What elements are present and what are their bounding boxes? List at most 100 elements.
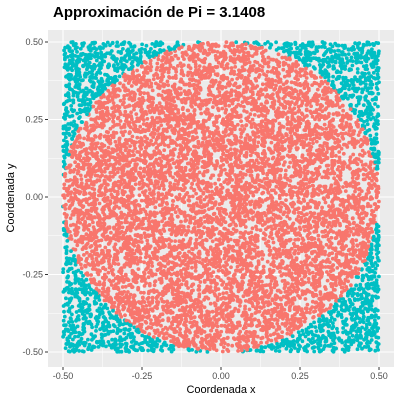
point-inside [302, 228, 307, 233]
point-inside [366, 223, 371, 228]
point-outside [296, 349, 300, 354]
point-outside [368, 109, 372, 113]
point-inside [269, 140, 274, 145]
point-inside [169, 272, 174, 277]
point-inside [210, 248, 215, 253]
point-inside [212, 292, 217, 296]
point-inside [227, 223, 232, 228]
point-inside [256, 161, 261, 165]
point-inside [280, 330, 285, 334]
point-inside [223, 220, 228, 225]
point-inside [65, 193, 70, 198]
point-inside [341, 136, 346, 141]
point-outside [86, 90, 91, 94]
point-inside [92, 187, 97, 192]
point-inside [230, 77, 235, 82]
point-inside [254, 158, 259, 163]
point-inside [253, 243, 257, 248]
point-inside [115, 108, 120, 113]
point-inside [230, 343, 235, 348]
point-outside [72, 254, 76, 258]
point-outside [90, 325, 94, 330]
point-inside [247, 330, 252, 334]
point-inside [299, 260, 304, 265]
point-inside [205, 107, 209, 112]
point-inside [214, 226, 219, 231]
point-inside [369, 226, 373, 231]
point-inside [152, 123, 157, 128]
point-outside [323, 343, 327, 348]
point-inside [171, 199, 176, 203]
point-inside [286, 91, 290, 96]
point-outside [343, 52, 347, 57]
point-outside [105, 40, 110, 45]
point-outside [377, 49, 381, 54]
point-inside [111, 119, 115, 124]
point-outside [304, 47, 308, 51]
point-inside [181, 105, 185, 110]
point-inside [260, 250, 264, 254]
point-inside [110, 195, 115, 200]
point-inside [223, 44, 228, 49]
point-inside [250, 117, 255, 122]
point-outside [104, 344, 108, 349]
point-outside [373, 160, 378, 165]
point-inside [247, 307, 252, 312]
point-outside [77, 103, 82, 107]
point-inside [226, 343, 231, 347]
point-inside [93, 146, 98, 151]
point-inside [129, 110, 134, 115]
point-inside [321, 259, 325, 264]
point-inside [155, 61, 160, 66]
point-outside [62, 309, 66, 314]
point-outside [355, 56, 360, 61]
point-inside [254, 224, 258, 229]
point-inside [97, 244, 102, 248]
point-inside [92, 229, 97, 234]
point-inside [222, 256, 227, 261]
point-outside [61, 228, 66, 233]
point-inside [183, 101, 188, 105]
point-inside [249, 230, 254, 235]
point-outside [81, 78, 85, 82]
point-outside [67, 306, 72, 311]
point-outside [90, 337, 94, 342]
point-inside [193, 265, 198, 270]
point-outside [78, 107, 82, 112]
point-inside [265, 275, 269, 279]
point-outside [71, 98, 76, 103]
point-inside [260, 328, 265, 333]
point-inside [267, 311, 271, 315]
point-inside [161, 89, 166, 94]
point-inside [153, 205, 158, 210]
point-inside [304, 76, 309, 80]
point-outside [62, 314, 67, 319]
point-inside [171, 75, 175, 80]
point-inside [142, 284, 147, 288]
point-inside [374, 178, 379, 183]
point-inside [85, 250, 89, 255]
point-outside [356, 114, 361, 119]
point-inside [281, 96, 285, 101]
point-outside [366, 71, 371, 75]
point-inside [119, 221, 124, 225]
point-inside [248, 290, 253, 295]
point-inside [197, 195, 202, 200]
point-inside [225, 66, 230, 70]
point-outside [108, 316, 113, 320]
point-inside [253, 76, 258, 81]
point-inside [106, 270, 111, 275]
point-outside [347, 87, 351, 92]
point-inside [326, 146, 330, 151]
point-inside [173, 67, 178, 72]
point-inside [303, 297, 308, 301]
point-outside [377, 274, 381, 279]
point-inside [138, 166, 143, 171]
point-inside [347, 129, 352, 133]
point-inside [164, 308, 169, 313]
point-inside [187, 194, 192, 199]
point-inside [216, 268, 221, 273]
point-inside [255, 227, 259, 232]
point-inside [130, 216, 135, 221]
point-inside [115, 170, 120, 175]
